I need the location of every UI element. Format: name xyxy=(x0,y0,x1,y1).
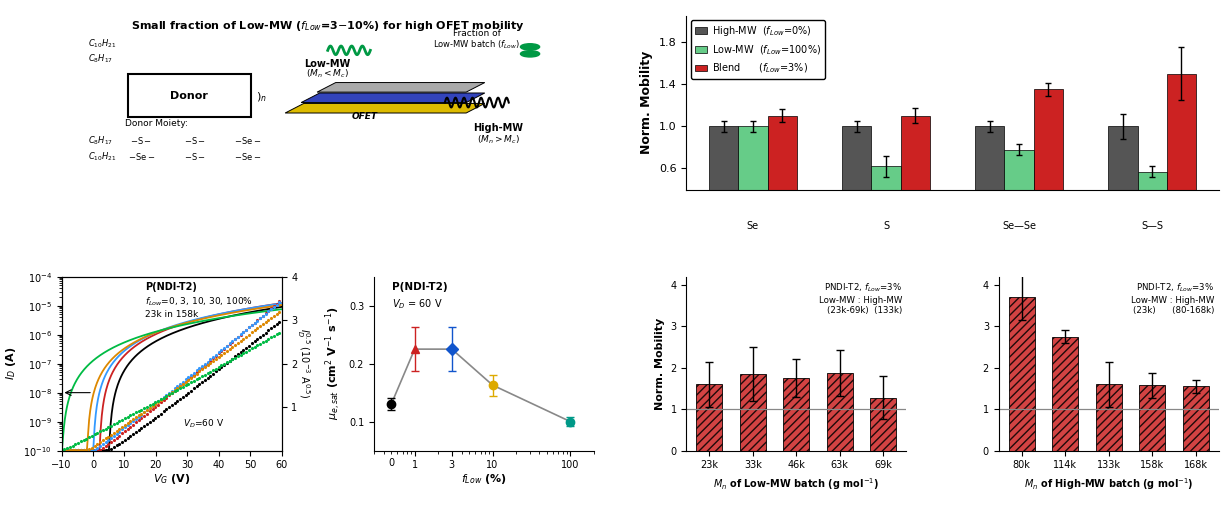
Text: $\mathsf{-Se-}$: $\mathsf{-Se-}$ xyxy=(128,151,155,162)
Text: $V_D$ = 60 V: $V_D$ = 60 V xyxy=(391,297,442,311)
Y-axis label: $\mu_{e,sat}$ (cm$^2$ V$^{-1}$ s$^{-1}$): $\mu_{e,sat}$ (cm$^2$ V$^{-1}$ s$^{-1}$) xyxy=(324,307,343,421)
Bar xyxy=(1139,385,1166,451)
Circle shape xyxy=(521,44,539,50)
Text: PNDI-T2, $f_{Low}$=3%
Low-MW : High-MW
(23k)      (80-168k): PNDI-T2, $f_{Low}$=3% Low-MW : High-MW (… xyxy=(1131,282,1214,315)
Bar xyxy=(1137,171,1167,232)
Text: $\mathsf{-Se-}$: $\mathsf{-Se-}$ xyxy=(234,151,261,162)
X-axis label: $M_n$ of Low-MW batch (g mol$^{-1}$): $M_n$ of Low-MW batch (g mol$^{-1}$) xyxy=(713,476,879,492)
Text: $\mathsf{-Se-}$: $\mathsf{-Se-}$ xyxy=(234,135,261,147)
Bar xyxy=(740,374,766,451)
Polygon shape xyxy=(286,104,485,113)
Bar xyxy=(739,126,767,232)
Text: $C_8H_{17}$: $C_8H_{17}$ xyxy=(89,53,113,65)
Text: $\mathsf{-S-}$: $\mathsf{-S-}$ xyxy=(183,151,206,162)
Y-axis label: Norm. Mobility: Norm. Mobility xyxy=(640,51,654,154)
FancyBboxPatch shape xyxy=(128,74,251,118)
Bar xyxy=(1108,126,1137,232)
Text: Se—Se: Se—Se xyxy=(1002,221,1037,231)
Text: Small fraction of Low-MW ($f_{Low}$=3$-$10%) for high OFET mobility: Small fraction of Low-MW ($f_{Low}$=3$-$… xyxy=(130,19,524,33)
Text: $\mathsf{-S-}$: $\mathsf{-S-}$ xyxy=(130,135,153,147)
Polygon shape xyxy=(302,93,485,103)
Bar xyxy=(842,126,872,232)
Text: $\mathsf{-S-}$: $\mathsf{-S-}$ xyxy=(183,135,206,147)
Circle shape xyxy=(521,51,539,57)
Polygon shape xyxy=(318,82,485,92)
Bar xyxy=(1053,337,1078,451)
Bar xyxy=(827,373,853,451)
Text: S: S xyxy=(883,221,889,231)
Bar xyxy=(1167,74,1197,232)
Text: $)_n$: $)_n$ xyxy=(256,91,267,104)
Bar xyxy=(1008,297,1035,451)
Text: P(NDI-T2): P(NDI-T2) xyxy=(145,282,197,292)
Text: P(NDI-T2): P(NDI-T2) xyxy=(391,282,447,292)
Text: $C_{10}H_{21}$: $C_{10}H_{21}$ xyxy=(89,150,117,163)
Text: Fraction of: Fraction of xyxy=(453,30,501,38)
Y-axis label: Norm. Mobility: Norm. Mobility xyxy=(655,318,665,410)
Text: $V_D$=60 V: $V_D$=60 V xyxy=(182,418,224,430)
Text: S—S: S—S xyxy=(1141,221,1163,231)
Text: 0: 0 xyxy=(388,457,394,468)
Y-axis label: $I_D^{0.5}$ (10$^{-3}$ A$^{0.5}$): $I_D^{0.5}$ (10$^{-3}$ A$^{0.5}$) xyxy=(294,328,311,399)
Text: Low-MW: Low-MW xyxy=(304,59,351,69)
Text: ($M_n > M_c$): ($M_n > M_c$) xyxy=(476,134,519,147)
Bar xyxy=(1096,384,1121,451)
Bar xyxy=(1004,150,1034,232)
Bar xyxy=(783,378,809,451)
Y-axis label: $I_D$ (A): $I_D$ (A) xyxy=(4,347,17,380)
Bar xyxy=(870,398,896,451)
Text: Se: Se xyxy=(747,221,760,231)
X-axis label: $f_{Low}$ (%): $f_{Low}$ (%) xyxy=(460,472,507,486)
Text: $f_{Low}$=0, 3, 10, 30, 100%: $f_{Low}$=0, 3, 10, 30, 100% xyxy=(145,296,254,308)
Bar xyxy=(901,116,929,232)
Text: High-MW: High-MW xyxy=(473,123,523,134)
Text: OFET: OFET xyxy=(352,112,378,121)
Bar xyxy=(872,166,901,232)
Text: $C_8H_{17}$: $C_8H_{17}$ xyxy=(89,135,113,147)
Text: PNDI-T2, $f_{Low}$=3%
Low-MW : High-MW
(23k-69k)  (133k): PNDI-T2, $f_{Low}$=3% Low-MW : High-MW (… xyxy=(819,282,902,315)
Text: Donor Moiety:: Donor Moiety: xyxy=(126,119,188,128)
X-axis label: $V_G$ (V): $V_G$ (V) xyxy=(153,472,191,486)
Text: $C_{10}H_{21}$: $C_{10}H_{21}$ xyxy=(89,37,117,50)
X-axis label: $M_n$ of High-MW batch (g mol$^{-1}$): $M_n$ of High-MW batch (g mol$^{-1}$) xyxy=(1024,476,1194,492)
Text: Donor: Donor xyxy=(170,91,208,100)
Bar xyxy=(709,126,739,232)
Bar xyxy=(697,384,723,451)
Bar xyxy=(1034,90,1064,232)
Text: ($M_n < M_c$): ($M_n < M_c$) xyxy=(307,68,350,80)
Bar xyxy=(975,126,1004,232)
Text: Low-MW batch ($f_{Low}$): Low-MW batch ($f_{Low}$) xyxy=(433,38,521,51)
Bar xyxy=(1183,386,1209,451)
Bar xyxy=(767,116,796,232)
Text: 23k in 158k: 23k in 158k xyxy=(145,310,198,319)
Legend: High-MW  ($f_{Low}$=0%), Low-MW  ($f_{Low}$=100%), Blend      ($f_{Low}$=3%): High-MW ($f_{Low}$=0%), Low-MW ($f_{Low}… xyxy=(691,20,825,79)
